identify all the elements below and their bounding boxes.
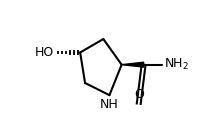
Text: HO: HO bbox=[35, 46, 54, 59]
Text: NH: NH bbox=[100, 98, 119, 111]
Text: O: O bbox=[134, 88, 144, 101]
Polygon shape bbox=[122, 62, 144, 67]
Text: NH$_2$: NH$_2$ bbox=[164, 57, 189, 72]
